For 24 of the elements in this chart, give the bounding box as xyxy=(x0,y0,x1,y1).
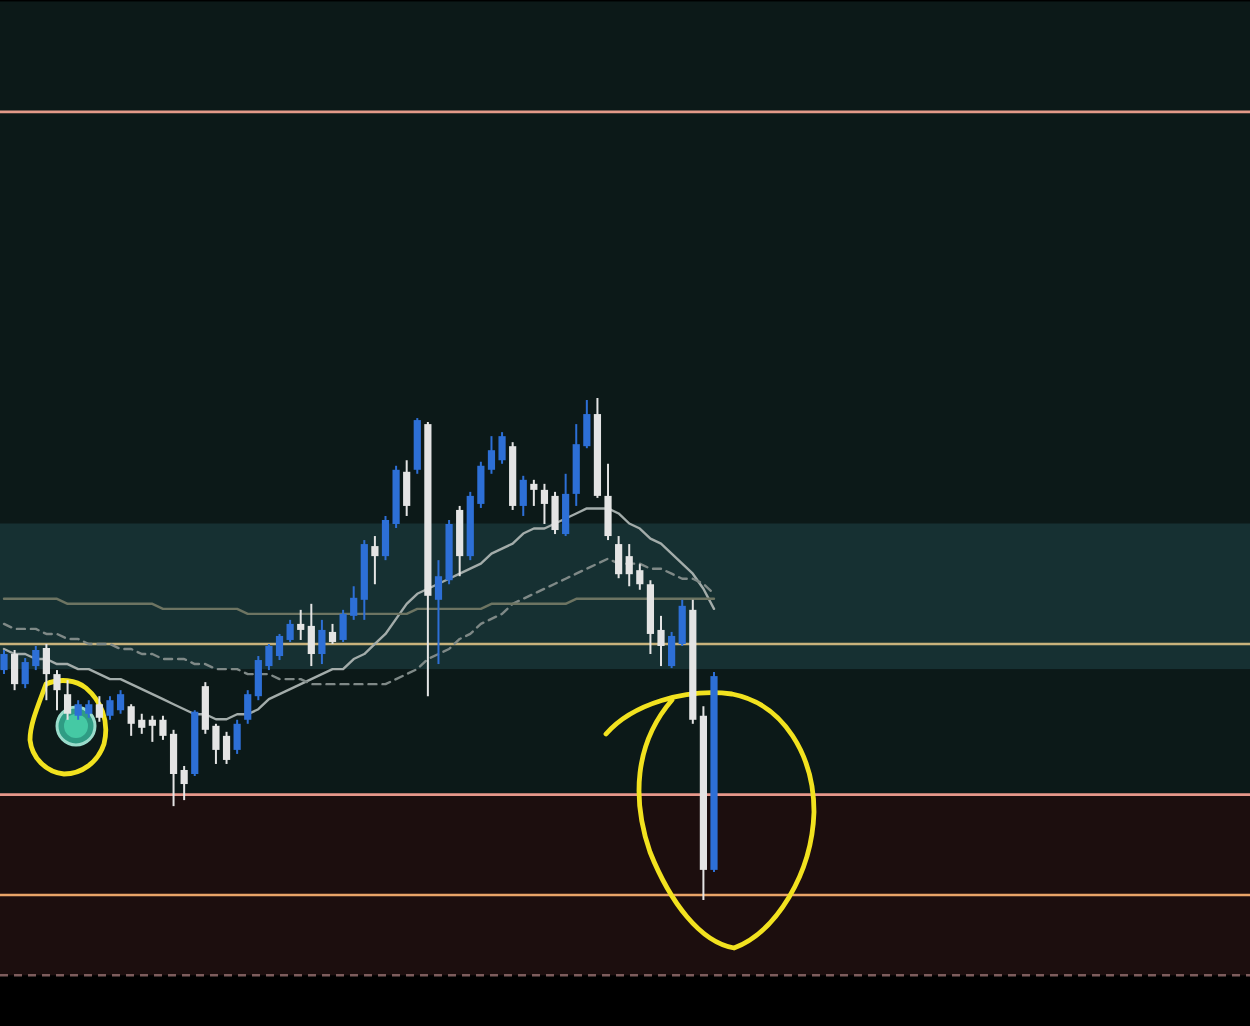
candlestick xyxy=(244,689,252,725)
candlestick xyxy=(328,622,337,645)
candlestick xyxy=(11,649,19,692)
candlestick xyxy=(456,504,464,578)
candlestick xyxy=(53,669,61,712)
candlestick xyxy=(604,462,612,542)
candlestick xyxy=(286,618,294,643)
candlestick xyxy=(403,459,411,517)
candlestick xyxy=(562,472,570,538)
candlestick xyxy=(668,630,676,670)
candlestick xyxy=(297,608,305,641)
candlestick xyxy=(318,618,326,666)
candlestick xyxy=(180,764,188,802)
candlestick xyxy=(95,695,103,723)
candlestick xyxy=(678,598,686,647)
candlestick xyxy=(42,642,50,702)
candlestick xyxy=(0,649,8,676)
candlestick xyxy=(530,478,538,507)
candlestick xyxy=(519,474,527,517)
candlestick xyxy=(371,535,379,586)
candlestick xyxy=(307,602,315,668)
candlestick xyxy=(233,718,241,755)
candlestick xyxy=(615,535,623,580)
candlestick xyxy=(63,679,72,721)
